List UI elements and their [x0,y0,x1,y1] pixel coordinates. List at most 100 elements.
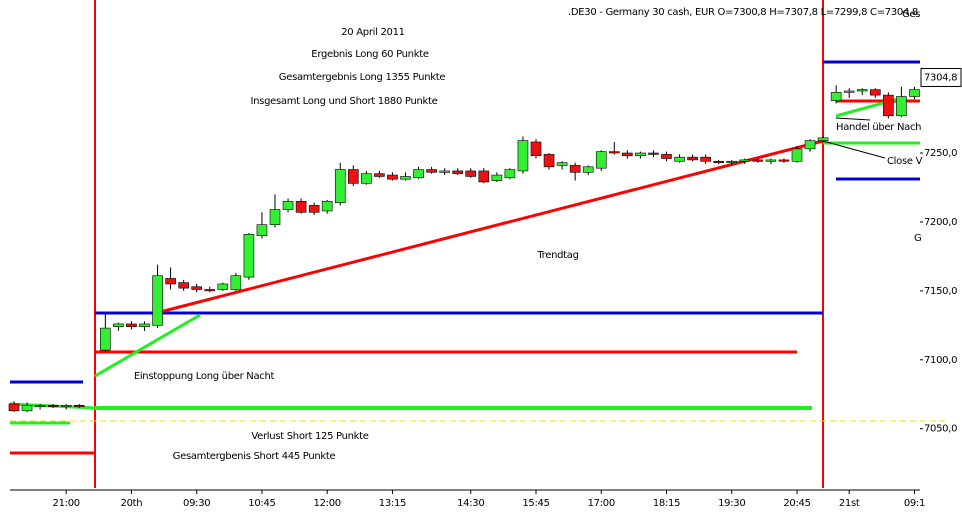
candle-body [517,140,529,172]
trend-line [159,139,824,314]
y-tick-label: 7100,0 [924,355,957,366]
candle-body [830,92,842,101]
annotation: Verlust Short 125 Punkte [251,431,368,442]
annotation: Einstoppung Long über Nacht [134,371,275,382]
annotation: Ergebnis Long 60 Punkte [311,49,429,60]
candle-body [178,282,189,289]
candle-body [413,169,424,179]
candle-body [34,404,46,407]
candle-body [661,154,672,159]
candle-body [21,404,33,412]
candle-body [426,169,437,173]
candle-body [530,141,542,157]
candle-body [334,169,346,203]
annotation: Insgesamt Long und Short 1880 Punkte [251,96,438,107]
candle-body [347,169,359,184]
candle-body [635,152,646,157]
candle-body [556,162,568,166]
chart-title: .DE30 - Germany 30 cash, EUR O=7300,8 H=… [568,7,918,18]
last-price-label: 7304,8 [924,72,957,83]
candle-body [374,173,385,177]
candle-body [256,224,268,237]
candle-body [191,286,202,290]
candle-body [595,151,607,169]
annotation-pointer [822,140,886,159]
y-tick-label: 7250,0 [924,148,957,159]
candle-body [896,96,907,117]
annotation-pointer [835,117,871,121]
candle-body [308,205,320,213]
candle-body [817,137,829,141]
x-tick-label: 18:15 [653,498,680,509]
candle-body [674,156,685,162]
x-tick-label: 21:00 [53,498,80,509]
candle-body [439,170,450,173]
candle-body [60,404,72,407]
x-tick-label: 13:15 [379,498,406,509]
candle-body [713,160,725,163]
candle-body [361,173,372,184]
annotation: 20 April 2011 [341,27,405,38]
candle-body [73,404,85,407]
annotation: Ges [902,9,920,20]
candle-body [608,151,620,154]
candle-body [269,209,281,226]
x-tick-label: 14:30 [457,498,484,509]
candle-body [8,403,20,412]
candle-body [400,176,411,180]
candle-body [243,234,255,278]
candle-body [622,152,633,157]
candle-body [687,156,698,161]
last-price-box [920,67,962,87]
annotation: Gesamtergebnis Long 1355 Punkte [279,72,446,83]
y-tick-label: 7200,0 [924,217,957,228]
candle-body [282,200,294,210]
candle-body [452,170,464,174]
candle-body [752,159,764,162]
trend-line [94,313,201,378]
candle-body [387,174,398,180]
candle-body [478,170,490,183]
annotation: Handel über Nach [836,122,921,133]
candle-body [909,89,920,97]
x-tick-label: 10:45 [248,498,275,509]
x-tick-label: 15:45 [522,498,549,509]
candle-body [726,160,738,163]
candle-body [321,200,333,212]
candle-body [856,89,868,92]
candle-body [582,166,594,173]
candle-body [139,323,150,328]
candle-body [883,94,894,117]
x-tick-label: 12:00 [314,498,341,509]
candle-body [204,289,216,292]
candle-body [804,140,816,150]
x-tick-label: 21st [839,498,860,509]
candle-body [504,169,516,179]
candle-body [295,200,307,213]
candle-body [843,90,855,93]
candle-body [765,159,777,162]
candle-body [648,152,659,155]
x-tick-label: 09:1 [904,498,925,509]
annotation: Gesamtergbenis Short 445 Punkte [173,451,336,462]
candle-body [100,327,111,351]
annotation: Trendtag [536,250,578,261]
x-tick-label: 09:30 [183,498,210,509]
candle-body [126,323,137,328]
x-tick-label: 20th [121,498,143,509]
x-tick-label: 20:45 [783,498,810,509]
candle-body [791,148,803,162]
y-tick-label: 7150,0 [924,286,957,297]
candle-body [230,275,242,290]
candle-body [113,323,124,328]
annotation: G [914,233,921,244]
candle-body [869,89,881,96]
candle-body [165,278,176,285]
candle-body [465,170,477,177]
candle-body [543,154,555,168]
annotation: Close V [887,156,923,167]
drawings [9,0,945,491]
x-tick-label: 17:00 [588,498,615,509]
